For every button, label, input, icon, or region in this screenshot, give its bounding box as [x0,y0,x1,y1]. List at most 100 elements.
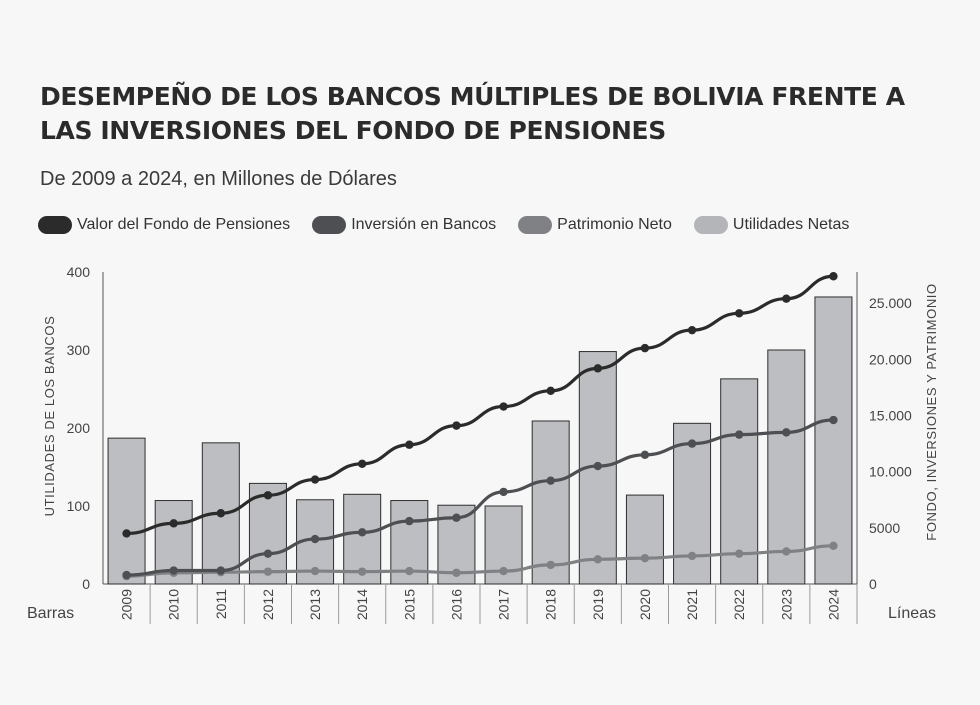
series-point [829,415,838,425]
chart-title: DESEMPEÑO DE LOS BANCOS MÚLTIPLES DE BOL… [40,82,905,145]
right-corner-label: Líneas [888,605,936,622]
bar [107,437,146,585]
series-point [687,439,697,448]
series-point [452,568,461,577]
series-point [357,567,367,576]
series-point [357,528,367,537]
series-point [734,430,744,439]
series-point [593,461,603,471]
series-point [405,440,414,449]
x-tick-label: 2011 [213,589,229,619]
series-point [499,566,508,576]
series-point [452,421,461,430]
x-tick-label: 2023 [778,589,794,620]
bar [248,482,287,585]
x-tick-label: 2020 [637,589,653,620]
series-point [593,364,603,373]
x-tick-label: 2012 [260,589,276,620]
series-point [216,509,226,518]
series-point [310,566,320,576]
legend-label-utilidades: Utilidades Netas [732,216,850,233]
x-tick-label: 2022 [731,589,747,620]
bar [814,296,853,585]
left-tick-label: 300 [67,342,91,358]
right-tick-label: 0 [869,576,877,592]
x-tick-label: 2016 [448,589,464,620]
right-tick-label: 25.000 [869,295,912,311]
x-tick-label: 2021 [684,589,700,620]
series-point [169,519,178,528]
bar [625,494,664,585]
series-point [357,459,367,469]
series-line [124,274,836,536]
right-tick-label: 5000 [869,520,900,536]
series-point [499,487,508,497]
x-tick-label: 2017 [496,589,512,620]
left-axis-title: UTILIDADES DE LOS BANCOS [42,316,57,517]
series-point [640,450,650,460]
x-tick-label: 2019 [590,589,606,620]
legend-item-patrimonio: Patrimonio Neto [518,216,672,234]
series-point [734,549,744,558]
legend-item-utilidades: Utilidades Netas [693,216,850,234]
x-tick-label: 2013 [307,589,323,620]
legend-label-inversion: Inversión en Bancos [351,216,497,233]
series-point [782,547,791,556]
series-point [782,428,791,437]
legend-item-inversion: Inversión en Bancos [312,216,496,234]
series-point [405,516,414,526]
series-line [124,418,836,577]
legend-swatch-fondo [38,216,72,234]
bar [767,349,806,585]
legend-label-patrimonio: Patrimonio Neto [557,216,672,233]
series-point [687,551,697,561]
series-point [452,513,461,522]
series-point [546,560,555,570]
left-tick-label: 100 [67,498,91,514]
series-point [734,309,744,318]
series-point [546,476,555,485]
series-line [124,544,836,578]
legend-swatch-patrimonio [518,216,553,234]
right-axis-title: FONDO, INVERSIONES Y PATRIMONIO [924,283,939,540]
series-point [640,343,650,353]
right-tick-label: 15.000 [869,408,912,424]
legend: Valor del Fondo de Pensiones Inversión e… [38,216,871,234]
right-tick-label: 10.000 [869,464,912,480]
legend-item-fondo: Valor del Fondo de Pensiones [38,216,290,234]
x-tick-label: 2015 [401,589,417,620]
series-point [687,325,697,335]
series-point [405,566,414,576]
left-tick-label: 0 [82,576,90,592]
series-point [263,549,273,558]
legend-swatch-utilidades [693,216,728,234]
series-point [593,555,603,564]
right-tick-label: 20.000 [869,351,912,367]
series-point [310,475,320,484]
series-point [640,553,650,563]
series-point [122,529,131,538]
x-tick-label: 2024 [825,589,841,620]
legend-label-fondo: Valor del Fondo de Pensiones [77,216,291,233]
series-point [829,272,838,281]
x-tick-label: 2010 [166,589,182,620]
series-point [263,567,273,576]
series-point [782,294,791,303]
left-tick-label: 200 [67,420,91,436]
series-point [122,570,131,580]
legend-swatch-inversion [312,216,347,234]
left-tick-label: 400 [67,264,91,280]
series-point [216,566,226,575]
x-tick-label: 2018 [543,589,559,620]
series-point [169,566,178,575]
x-tick-label: 2009 [119,589,135,620]
bar [531,420,570,585]
left-corner-label: Barras [27,605,74,622]
series-point [310,534,320,544]
x-tick-label: 2014 [354,589,370,620]
series-point [829,541,838,551]
series-point [263,491,273,500]
series-point [546,386,555,396]
series-point [499,402,508,411]
